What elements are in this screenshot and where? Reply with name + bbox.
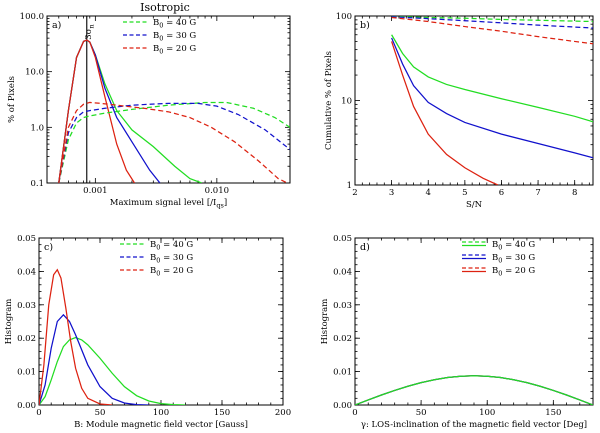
x-tick-label: 0.001: [83, 186, 107, 196]
x-tick-label: 150: [545, 408, 561, 418]
panel-label: d): [360, 242, 370, 253]
legend: B0 = 40 GB0 = 30 GB0 = 20 G: [120, 240, 193, 278]
x-axis-label: Maximum signal level [/Iqs]: [110, 198, 227, 210]
series-line-b30: [58, 39, 161, 183]
y-tick-label: 0.04: [17, 267, 36, 277]
panel-label: b): [360, 20, 370, 31]
y-tick-label: 100.0: [20, 12, 44, 22]
x-tick-label: 100: [153, 408, 169, 418]
x-tick-label: 3: [389, 188, 394, 198]
panel-b-chart: 2 3 4 5 6 7 8 1 10 100 S/N Cumulative % of Pixels b): [324, 12, 594, 210]
series-group: [39, 268, 186, 405]
legend-entry: B0 = 30 G: [150, 253, 193, 265]
x-axis-label: γ: LOS-inclination of the magnetic field…: [361, 420, 587, 430]
plot-frame-d: [354, 237, 594, 406]
panel-a-chart: 0.001 0.010 0.1 1.0 10.0 100.0 Maximum signal …: [7, 12, 291, 210]
y-tick-label: 0.01: [17, 368, 36, 378]
x-tick-label: 0: [36, 408, 41, 418]
series-line-b20-dashed: [58, 101, 288, 183]
series-line-b20: [39, 268, 113, 405]
legend-entry: B0 = 40 G: [153, 18, 196, 30]
series-line-b30: [391, 37, 593, 159]
panel-label: c): [44, 242, 53, 253]
y-tick-label: 10: [341, 97, 352, 107]
y-tick-label: 0.03: [17, 301, 36, 311]
x-tick-label: 100: [479, 408, 495, 418]
legend-entry: B0 = 40 G: [150, 240, 193, 252]
x-tick-label: 50: [416, 408, 427, 418]
y-tick-label: 0.05: [333, 234, 352, 244]
x-tick-label: 200: [275, 408, 291, 418]
legend: B0 = 40 GB0 = 30 GB0 = 20 G: [123, 18, 196, 56]
series-line-b30-dashed: [58, 102, 290, 183]
legend-entry: B0 = 20 G: [492, 266, 535, 278]
y-axis-label: Cumulative % of Pixels: [324, 51, 334, 150]
y-tick-label: 0.1: [30, 179, 44, 189]
y-tick-label: 0.02: [17, 334, 36, 344]
series-line-b40: [58, 39, 202, 183]
series-line-b40: [39, 336, 186, 405]
x-tick-label: 2: [352, 188, 357, 198]
series-group: [58, 39, 290, 183]
x-tick-label: 0: [352, 408, 357, 418]
panel-label: a): [52, 20, 61, 31]
x-tick-label: 5: [462, 188, 467, 198]
series-line-b30: [39, 313, 149, 405]
plot-frame-c: [38, 237, 284, 406]
y-tick-label: 1: [347, 181, 352, 191]
y-tick-label: 0.02: [333, 334, 352, 344]
x-tick-label: 150: [214, 408, 230, 418]
legend-entry: B0 = 30 G: [492, 253, 535, 265]
panel-c-chart: 0 50 100 150 200 0.00 0.01 0.02 0.03 0.04 0.05 B: M…: [4, 234, 291, 430]
x-tick-label: 8: [572, 188, 577, 198]
y-tick-label: 0.05: [17, 234, 36, 244]
x-tick-label: 0.010: [205, 186, 229, 196]
y-tick-label: 1.0: [30, 123, 44, 133]
y-tick-label: 10.0: [25, 68, 44, 78]
y-axis-label: % of Pixels: [7, 76, 17, 123]
y-axis-label: Histogram: [4, 299, 14, 345]
series-group: [355, 375, 593, 405]
series-line-b20: [58, 39, 136, 183]
series-line-b30: [355, 375, 593, 405]
y-tick-label: 0.00: [333, 401, 352, 411]
legend-entry: B0 = 40 G: [492, 240, 535, 252]
legend-entry: B0 = 20 G: [153, 44, 196, 56]
plot-frame-b: [354, 15, 594, 186]
series-line-b20-dashed: [391, 16, 593, 45]
x-tick-label: 4: [426, 188, 431, 198]
y-tick-label: 100: [336, 12, 352, 22]
y-tick-label: 0.00: [17, 401, 36, 411]
series-line-b20: [355, 375, 593, 405]
series-line-b30-dashed: [391, 16, 593, 29]
legend: B0 = 40 GB0 = 30 GB0 = 20 G: [462, 240, 535, 278]
y-tick-label: 0.04: [333, 267, 352, 277]
y-axis-label: Histogram: [320, 299, 330, 345]
panel-d-chart: 0 50 100 150 0.00 0.01 0.02 0.03 0.04 0.05 γ: LOS-…: [320, 234, 594, 430]
legend-entry: B0 = 30 G: [153, 31, 196, 43]
x-tick-label: 7: [535, 188, 540, 198]
x-tick-label: 6: [499, 188, 504, 198]
series-line-b40: [355, 375, 593, 405]
series-line-b20: [391, 41, 499, 185]
series-group: [391, 16, 593, 185]
y-tick-label: 0.03: [333, 301, 352, 311]
series-line-b40-dashed: [58, 101, 290, 183]
x-axis-label: B: Module magnetic field vector [Gauss]: [74, 420, 248, 430]
figure-title: Isotropic: [140, 1, 190, 14]
y-tick-label: 0.01: [333, 368, 352, 378]
threshold-label: 3σn: [84, 24, 96, 39]
series-line-b40-dashed: [391, 16, 593, 23]
x-tick-label: 50: [95, 408, 106, 418]
series-line-b40: [391, 34, 593, 123]
legend-entry: B0 = 20 G: [150, 266, 193, 278]
x-axis-label: S/N: [466, 200, 483, 210]
